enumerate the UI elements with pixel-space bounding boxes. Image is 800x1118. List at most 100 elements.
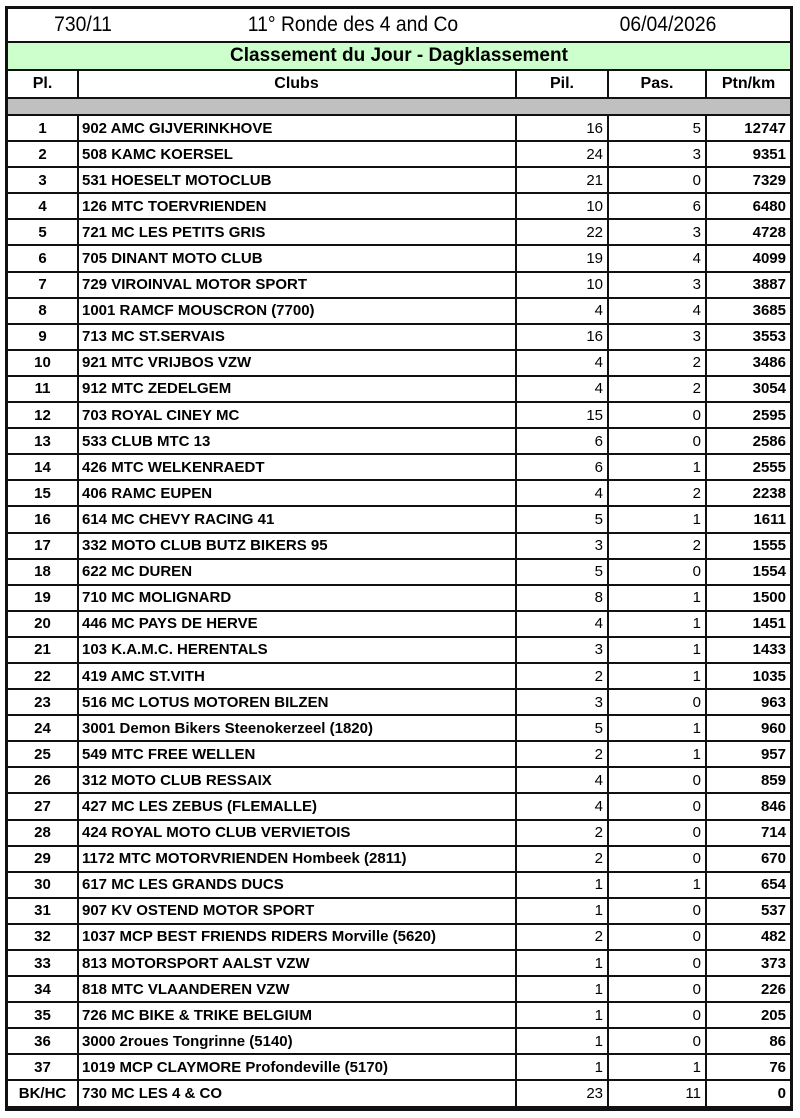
separator-row [8, 97, 790, 116]
cell-passengers: 0 [607, 557, 707, 586]
separator-cell [8, 97, 790, 116]
cell-club: 103 K.A.M.C. HERENTALS [77, 635, 517, 664]
cell-place: 13 [8, 427, 79, 456]
cell-passengers: 1 [607, 740, 707, 769]
table-row: 2 508 KAMC KOERSEL 24 3 9351 [8, 140, 790, 169]
cell-points: 373 [705, 948, 790, 978]
table-row: 16 614 MC CHEVY RACING 41 5 1 1611 [8, 505, 790, 534]
cell-place: 11 [8, 374, 79, 404]
cell-pilots: 2 [515, 661, 609, 691]
table-row: 23 516 MC LOTUS MOTOREN BILZEN 3 0 963 [8, 688, 790, 717]
cell-points: 2595 [705, 401, 790, 430]
cell-club: 406 RAMC EUPEN [77, 479, 517, 508]
cell-points: 963 [705, 688, 790, 717]
col-place: Pl. [8, 71, 79, 99]
cell-points: 3054 [705, 374, 790, 404]
cell-place: 29 [8, 844, 79, 873]
cell-passengers: 1 [607, 870, 707, 899]
cell-passengers: 0 [607, 427, 707, 456]
cell-club: 730 MC LES 4 & CO [77, 1079, 517, 1108]
cell-passengers: 0 [607, 844, 707, 873]
table-row: 22 419 AMC ST.VITH 2 1 1035 [8, 661, 790, 691]
cell-points: 1554 [705, 557, 790, 586]
table-row: BK/HC 730 MC LES 4 & CO 23 11 0 [8, 1079, 790, 1108]
cell-place: 27 [8, 792, 79, 821]
table-row: 27 427 MC LES ZEBUS (FLEMALLE) 4 0 846 [8, 792, 790, 821]
cell-place: 7 [8, 270, 79, 299]
cell-points: 1555 [705, 531, 790, 560]
cell-passengers: 2 [607, 479, 707, 508]
cell-passengers: 4 [607, 296, 707, 325]
cell-place: 37 [8, 1053, 79, 1082]
table-row: 34 818 MTC VLAANDEREN VZW 1 0 226 [8, 975, 790, 1004]
cell-place: 28 [8, 818, 79, 847]
cell-pilots: 2 [515, 740, 609, 769]
table-row: 30 617 MC LES GRANDS DUCS 1 1 654 [8, 870, 790, 899]
cell-passengers: 1 [607, 635, 707, 664]
cell-points: 4099 [705, 244, 790, 273]
cell-passengers: 1 [607, 453, 707, 482]
table-header: Pl. Clubs Pil. Pas. Ptn/km [8, 71, 790, 99]
cell-passengers: 5 [607, 113, 707, 143]
cell-points: 1500 [705, 583, 790, 612]
cell-club: 427 MC LES ZEBUS (FLEMALLE) [77, 792, 517, 821]
cell-club: 531 HOESELT MOTOCLUB [77, 166, 517, 195]
cell-passengers: 0 [607, 1027, 707, 1056]
cell-club: 726 MC BIKE & TRIKE BELGIUM [77, 1001, 517, 1030]
cell-passengers: 0 [607, 688, 707, 717]
cell-passengers: 1 [607, 661, 707, 691]
cell-points: 3486 [705, 348, 790, 377]
table-row: 20 446 MC PAYS DE HERVE 4 1 1451 [8, 609, 790, 638]
cell-points: 957 [705, 740, 790, 769]
cell-club: 703 ROYAL CINEY MC [77, 401, 517, 430]
table-row: 9 713 MC ST.SERVAIS 16 3 3553 [8, 322, 790, 351]
cell-passengers: 2 [607, 531, 707, 560]
cell-passengers: 11 [607, 1079, 707, 1108]
table-row: 17 332 MOTO CLUB BUTZ BIKERS 95 3 2 1555 [8, 531, 790, 560]
cell-place: 20 [8, 609, 79, 638]
cell-points: 654 [705, 870, 790, 899]
cell-pilots: 1 [515, 896, 609, 925]
event-code: 730/11 [54, 13, 112, 36]
cell-points: 226 [705, 975, 790, 1004]
cell-passengers: 6 [607, 192, 707, 221]
cell-pilots: 23 [515, 1079, 609, 1108]
cell-place: 17 [8, 531, 79, 560]
table-row: 37 1019 MCP CLAYMORE Profondeville (5170)… [8, 1053, 790, 1082]
col-club: Clubs [77, 71, 517, 99]
cell-club: 912 MTC ZEDELGEM [77, 374, 517, 404]
cell-points: 6480 [705, 192, 790, 221]
cell-pilots: 24 [515, 140, 609, 169]
cell-pilots: 2 [515, 922, 609, 952]
cell-place: 15 [8, 479, 79, 508]
cell-passengers: 0 [607, 1001, 707, 1030]
cell-place: 19 [8, 583, 79, 612]
table-row: 18 622 MC DUREN 5 0 1554 [8, 557, 790, 586]
cell-club: 622 MC DUREN [77, 557, 517, 586]
cell-points: 482 [705, 922, 790, 952]
cell-pilots: 4 [515, 792, 609, 821]
cell-place: 12 [8, 401, 79, 430]
cell-place: 5 [8, 218, 79, 247]
cell-passengers: 1 [607, 1053, 707, 1082]
cell-place: 26 [8, 766, 79, 795]
table-row: 31 907 KV OSTEND MOTOR SPORT 1 0 537 [8, 896, 790, 925]
cell-points: 1433 [705, 635, 790, 664]
table-row: 12 703 ROYAL CINEY MC 15 0 2595 [8, 401, 790, 430]
table-row: 36 3000 2roues Tongrinne (5140) 1 0 86 [8, 1027, 790, 1056]
cell-pilots: 3 [515, 531, 609, 560]
cell-points: 960 [705, 714, 790, 743]
cell-passengers: 1 [607, 583, 707, 612]
cell-club: 312 MOTO CLUB RESSAIX [77, 766, 517, 795]
col-passengers: Pas. [607, 71, 707, 99]
cell-points: 86 [705, 1027, 790, 1056]
cell-passengers: 3 [607, 218, 707, 247]
cell-passengers: 0 [607, 818, 707, 847]
cell-club: 617 MC LES GRANDS DUCS [77, 870, 517, 899]
cell-pilots: 5 [515, 557, 609, 586]
table-row: 32 1037 MCP BEST FRIENDS RIDERS Morville … [8, 922, 790, 952]
cell-pilots: 4 [515, 479, 609, 508]
table-row: 4 126 MTC TOERVRIENDEN 10 6 6480 [8, 192, 790, 221]
cell-pilots: 10 [515, 270, 609, 299]
cell-place: 16 [8, 505, 79, 534]
